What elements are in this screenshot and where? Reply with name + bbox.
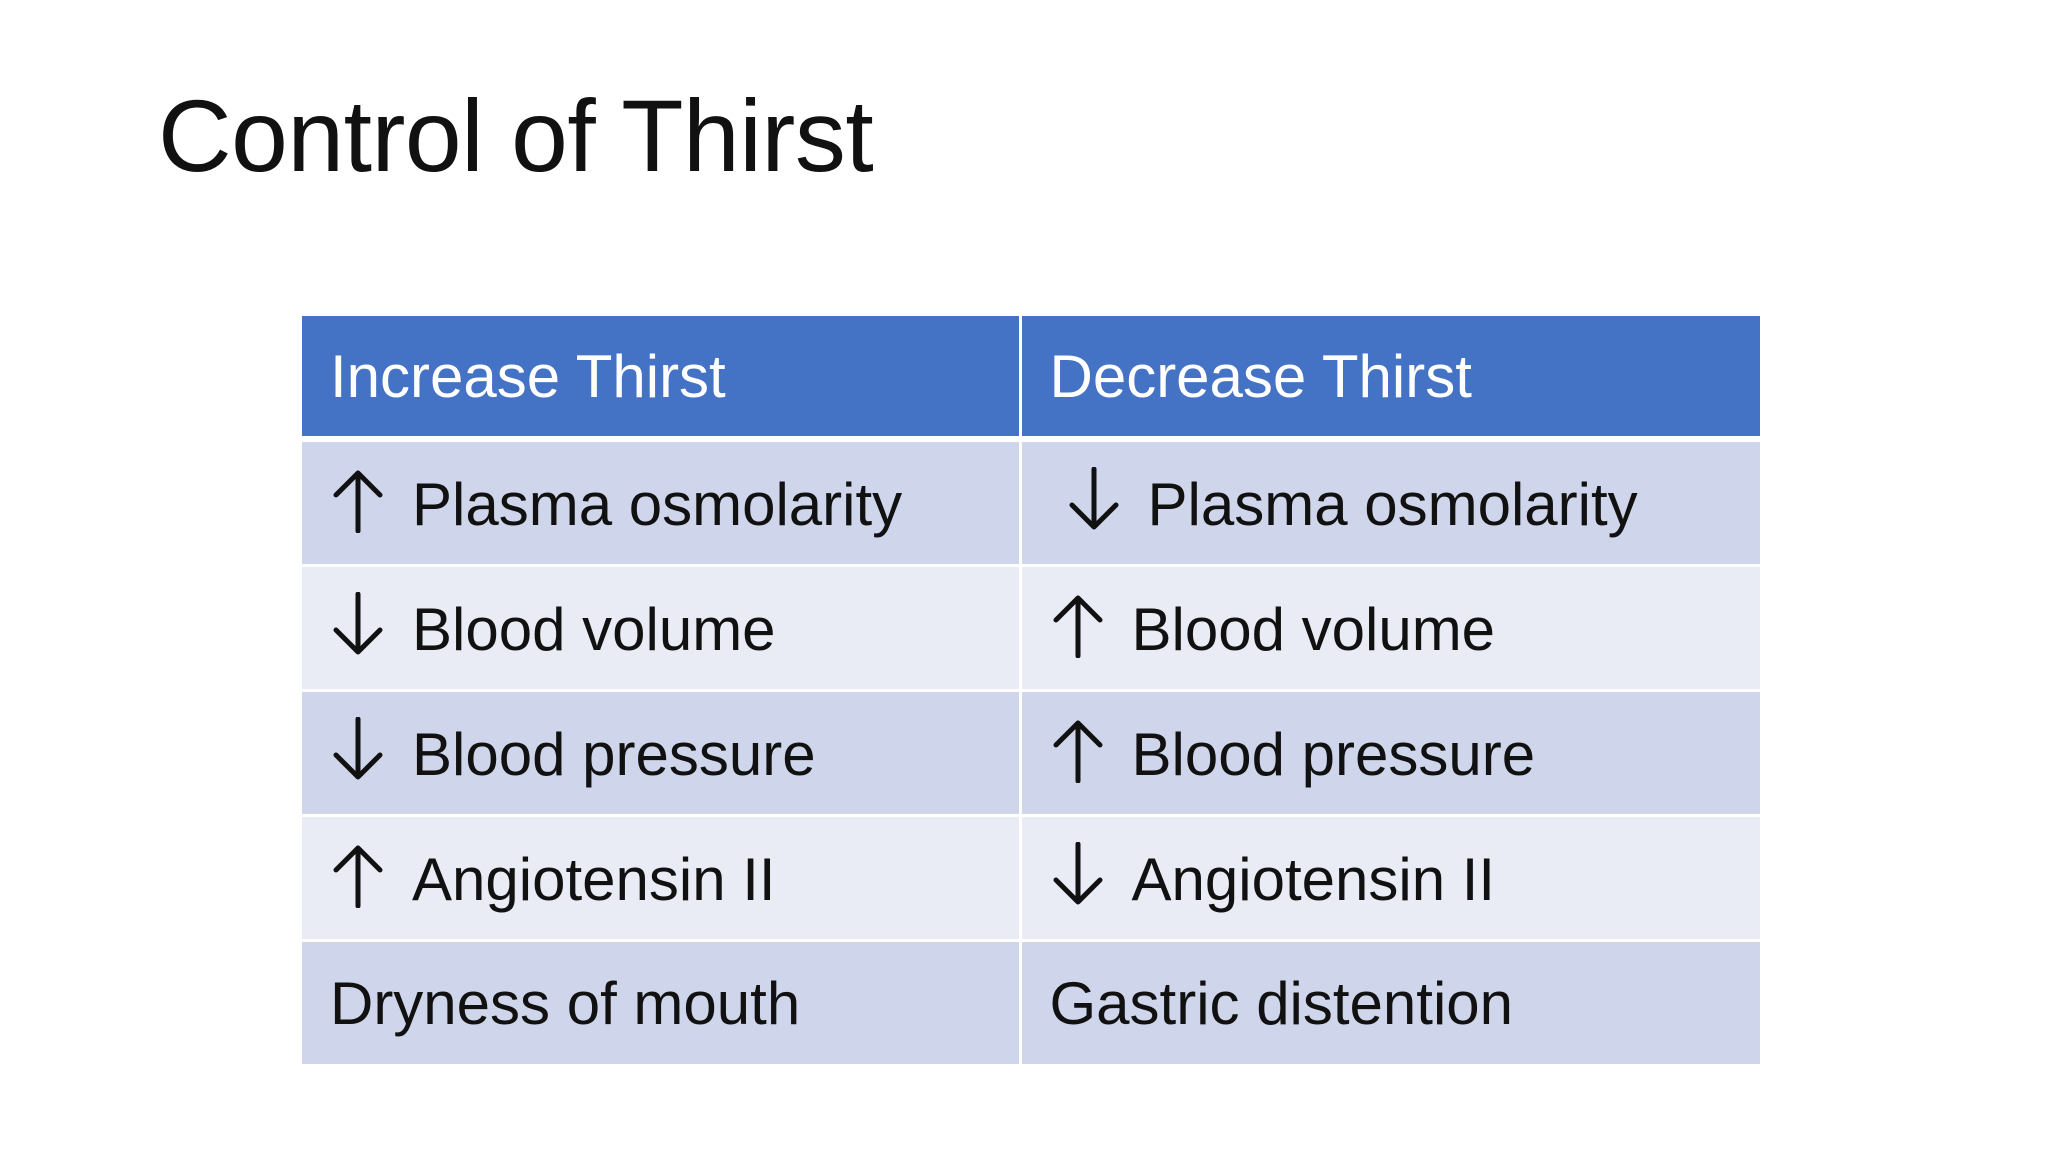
up-arrow-icon <box>330 467 386 533</box>
cell-text: Plasma osmolarity <box>412 471 903 538</box>
down-arrow-icon <box>1050 842 1106 908</box>
down-arrow-icon <box>1066 467 1122 533</box>
table-row: Plasma osmolarity Plasma osmolarity <box>302 439 1760 567</box>
cell-text: Angiotensin II <box>1131 846 1496 913</box>
cell-text: Plasma osmolarity <box>1147 471 1638 538</box>
table-cell-increase: Dryness of mouth <box>302 940 1022 1067</box>
up-arrow-icon <box>1050 717 1106 783</box>
up-arrow-icon <box>330 842 386 908</box>
table-row: Angiotensin II Angiotensin II <box>302 815 1760 942</box>
cell-text: Blood pressure <box>1131 721 1536 788</box>
cell-text: Angiotensin II <box>412 846 776 913</box>
thirst-table-container: Increase Thirst Decrease Thirst Plasma o… <box>302 316 1760 1067</box>
table-row: Blood volume Blood volume <box>302 565 1760 692</box>
down-arrow-icon <box>330 717 386 783</box>
table-cell-decrease: Angiotensin II <box>1020 815 1760 942</box>
down-arrow-icon <box>330 592 386 658</box>
table-cell-decrease: Blood pressure <box>1020 690 1760 817</box>
table-row: Dryness of mouth Gastric distention <box>302 940 1760 1067</box>
cell-text: Blood volume <box>412 596 776 663</box>
slide-title: Control of Thirst <box>158 79 874 193</box>
thirst-table: Increase Thirst Decrease Thirst Plasma o… <box>302 316 1760 1067</box>
table-body: Plasma osmolarity Plasma osmolarity Blood … <box>302 439 1760 1067</box>
header-increase-thirst: Increase Thirst <box>302 316 1022 442</box>
table-row: Blood pressure Blood pressure <box>302 690 1760 817</box>
header-decrease-thirst: Decrease Thirst <box>1020 316 1760 442</box>
table-cell-increase: Angiotensin II <box>302 815 1022 942</box>
table-cell-decrease: Gastric distention <box>1020 940 1760 1067</box>
table-cell-increase: Blood pressure <box>302 690 1022 817</box>
cell-text: Dryness of mouth <box>330 969 801 1037</box>
up-arrow-icon <box>1050 592 1106 658</box>
cell-text: Blood volume <box>1131 596 1496 663</box>
table-cell-decrease: Plasma osmolarity <box>1020 439 1760 567</box>
table-cell-increase: Blood volume <box>302 565 1022 692</box>
table-header-row: Increase Thirst Decrease Thirst <box>302 316 1760 442</box>
table-cell-increase: Plasma osmolarity <box>302 439 1022 567</box>
cell-text: Blood pressure <box>412 721 816 788</box>
table-cell-decrease: Blood volume <box>1020 565 1760 692</box>
cell-text: Gastric distention <box>1049 969 1514 1037</box>
